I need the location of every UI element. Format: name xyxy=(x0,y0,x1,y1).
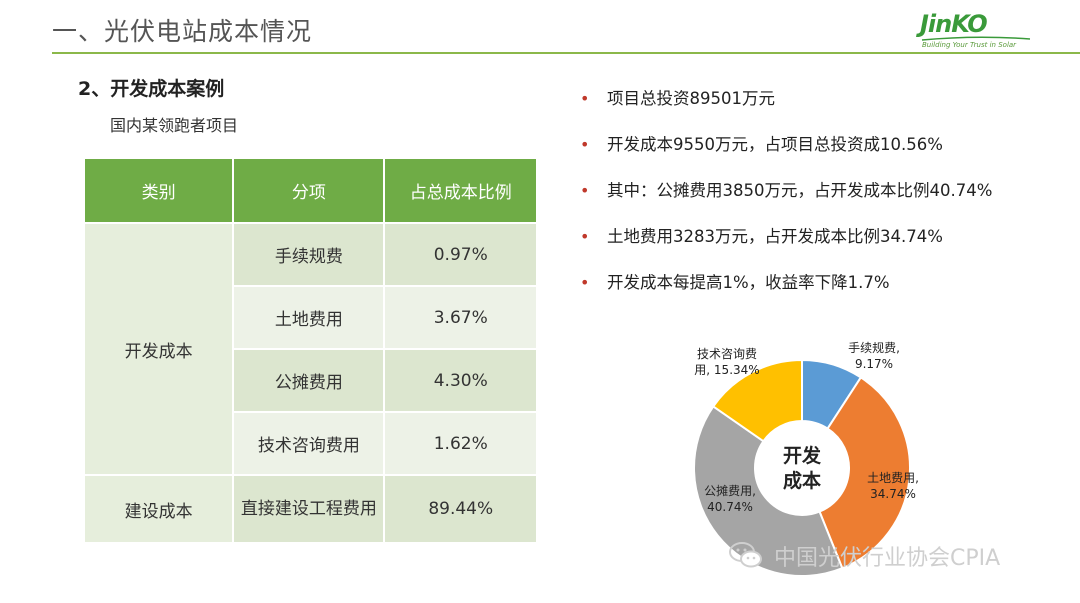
item-cell: 土地费用 xyxy=(232,285,386,350)
logo-tagline: Building Your Trust in Solar xyxy=(922,41,1017,49)
list-item-text: 其中：公摊费用3850万元，占开发成本比例40.74% xyxy=(607,181,993,200)
slice-label-3-line2: 用, 15.34% xyxy=(694,363,759,377)
section-title: 2、开发成本案例 xyxy=(78,78,225,100)
slice-label-2-line1: 公摊费用, xyxy=(704,484,756,498)
pie-slice-3 xyxy=(711,358,803,443)
table-row: 技术咨询费用 1.62% xyxy=(84,411,538,476)
logo-swoosh xyxy=(921,36,1031,41)
ratio-cell: 1.62% xyxy=(383,411,538,476)
list-item-text: 项目总投资89501万元 xyxy=(607,89,775,108)
ratio-cell: 89.44% xyxy=(383,474,538,544)
list-item: • 其中：公摊费用3850万元，占开发成本比例40.74% xyxy=(580,179,1007,203)
list-item-text: 开发成本9550万元，占项目总投资成10.56% xyxy=(607,135,943,154)
list-item: • 开发成本每提高1%，收益率下降1.7% xyxy=(580,271,1060,295)
list-item: • 项目总投资89501万元 xyxy=(580,87,1060,111)
list-item: • 开发成本9550万元，占项目总投资成10.56% xyxy=(580,133,1060,157)
ratio-cell: 0.97% xyxy=(383,222,538,287)
cost-table: 类别 分项 占总成本比例 开发成本 手续规费 0.97% 土地费用 3.67% … xyxy=(82,157,538,544)
table-header-ratio: 占总成本比例 xyxy=(383,157,538,224)
donut-center-label-line1: 开发 xyxy=(783,444,822,467)
slice-label-2-line2: 40.74% xyxy=(707,500,753,514)
page-title: 一、光伏电站成本情况 xyxy=(52,17,313,46)
bullet-marker: • xyxy=(580,181,590,200)
section-subtitle: 国内某领跑者项目 xyxy=(110,116,239,135)
table-row: 开发成本 手续规费 0.97% xyxy=(82,222,538,476)
item-cell: 技术咨询费用 xyxy=(232,411,386,476)
ratio-cell: 3.67% xyxy=(383,285,538,350)
bullet-marker: • xyxy=(580,273,590,292)
slice-label-1-line2: 34.74% xyxy=(870,487,916,501)
bullet-marker: • xyxy=(580,135,590,154)
table-row: 公摊费用 4.30% xyxy=(84,348,538,413)
watermark-text: 中国光伏行业协会CPIA xyxy=(774,546,1001,571)
logo-text: JinKO xyxy=(920,10,988,38)
bullet-marker: • xyxy=(580,89,590,108)
slice-label-3-line1: 技术咨询费 xyxy=(697,346,757,361)
key-points-list: • 项目总投资89501万元 • 开发成本9550万元，占项目总投资成10.56% … xyxy=(580,87,1060,295)
category-cell-construction: 建设成本 xyxy=(82,474,235,544)
donut-center-label-line2: 成本 xyxy=(783,469,821,492)
item-cell: 直接建设工程费用 xyxy=(232,474,386,544)
pie-slice-0 xyxy=(801,358,863,430)
category-cell-dev: 开发成本 xyxy=(82,222,235,476)
item-cell: 手续规费 xyxy=(232,222,386,287)
list-item: • 土地费用3283万元，占开发成本比例34.74% xyxy=(580,225,1060,249)
table-header-item: 分项 xyxy=(232,157,386,224)
slice-label-1-line1: 土地费用, xyxy=(867,471,919,485)
jinko-logo: JinKO Building Your Trust in Solar xyxy=(920,10,1032,54)
ratio-cell: 4.30% xyxy=(383,348,538,413)
table-header-row: 类别 分项 占总成本比例 xyxy=(82,157,538,224)
item-cell: 公摊费用 xyxy=(232,348,386,413)
table-row: 土地费用 3.67% xyxy=(84,285,538,350)
slice-label-0-line2: 9.17% xyxy=(855,357,893,371)
table-row: 建设成本 直接建设工程费用 89.44% xyxy=(82,474,538,544)
list-item-text: 开发成本每提高1%，收益率下降1.7% xyxy=(607,273,890,292)
wechat-icon xyxy=(729,542,762,568)
table-header-category: 类别 xyxy=(82,157,235,224)
list-item-text: 土地费用3283万元，占开发成本比例34.74% xyxy=(607,227,943,246)
header-divider xyxy=(52,52,1080,54)
bullet-marker: • xyxy=(580,227,590,246)
slice-label-0-line1: 手续规费, xyxy=(848,340,900,355)
